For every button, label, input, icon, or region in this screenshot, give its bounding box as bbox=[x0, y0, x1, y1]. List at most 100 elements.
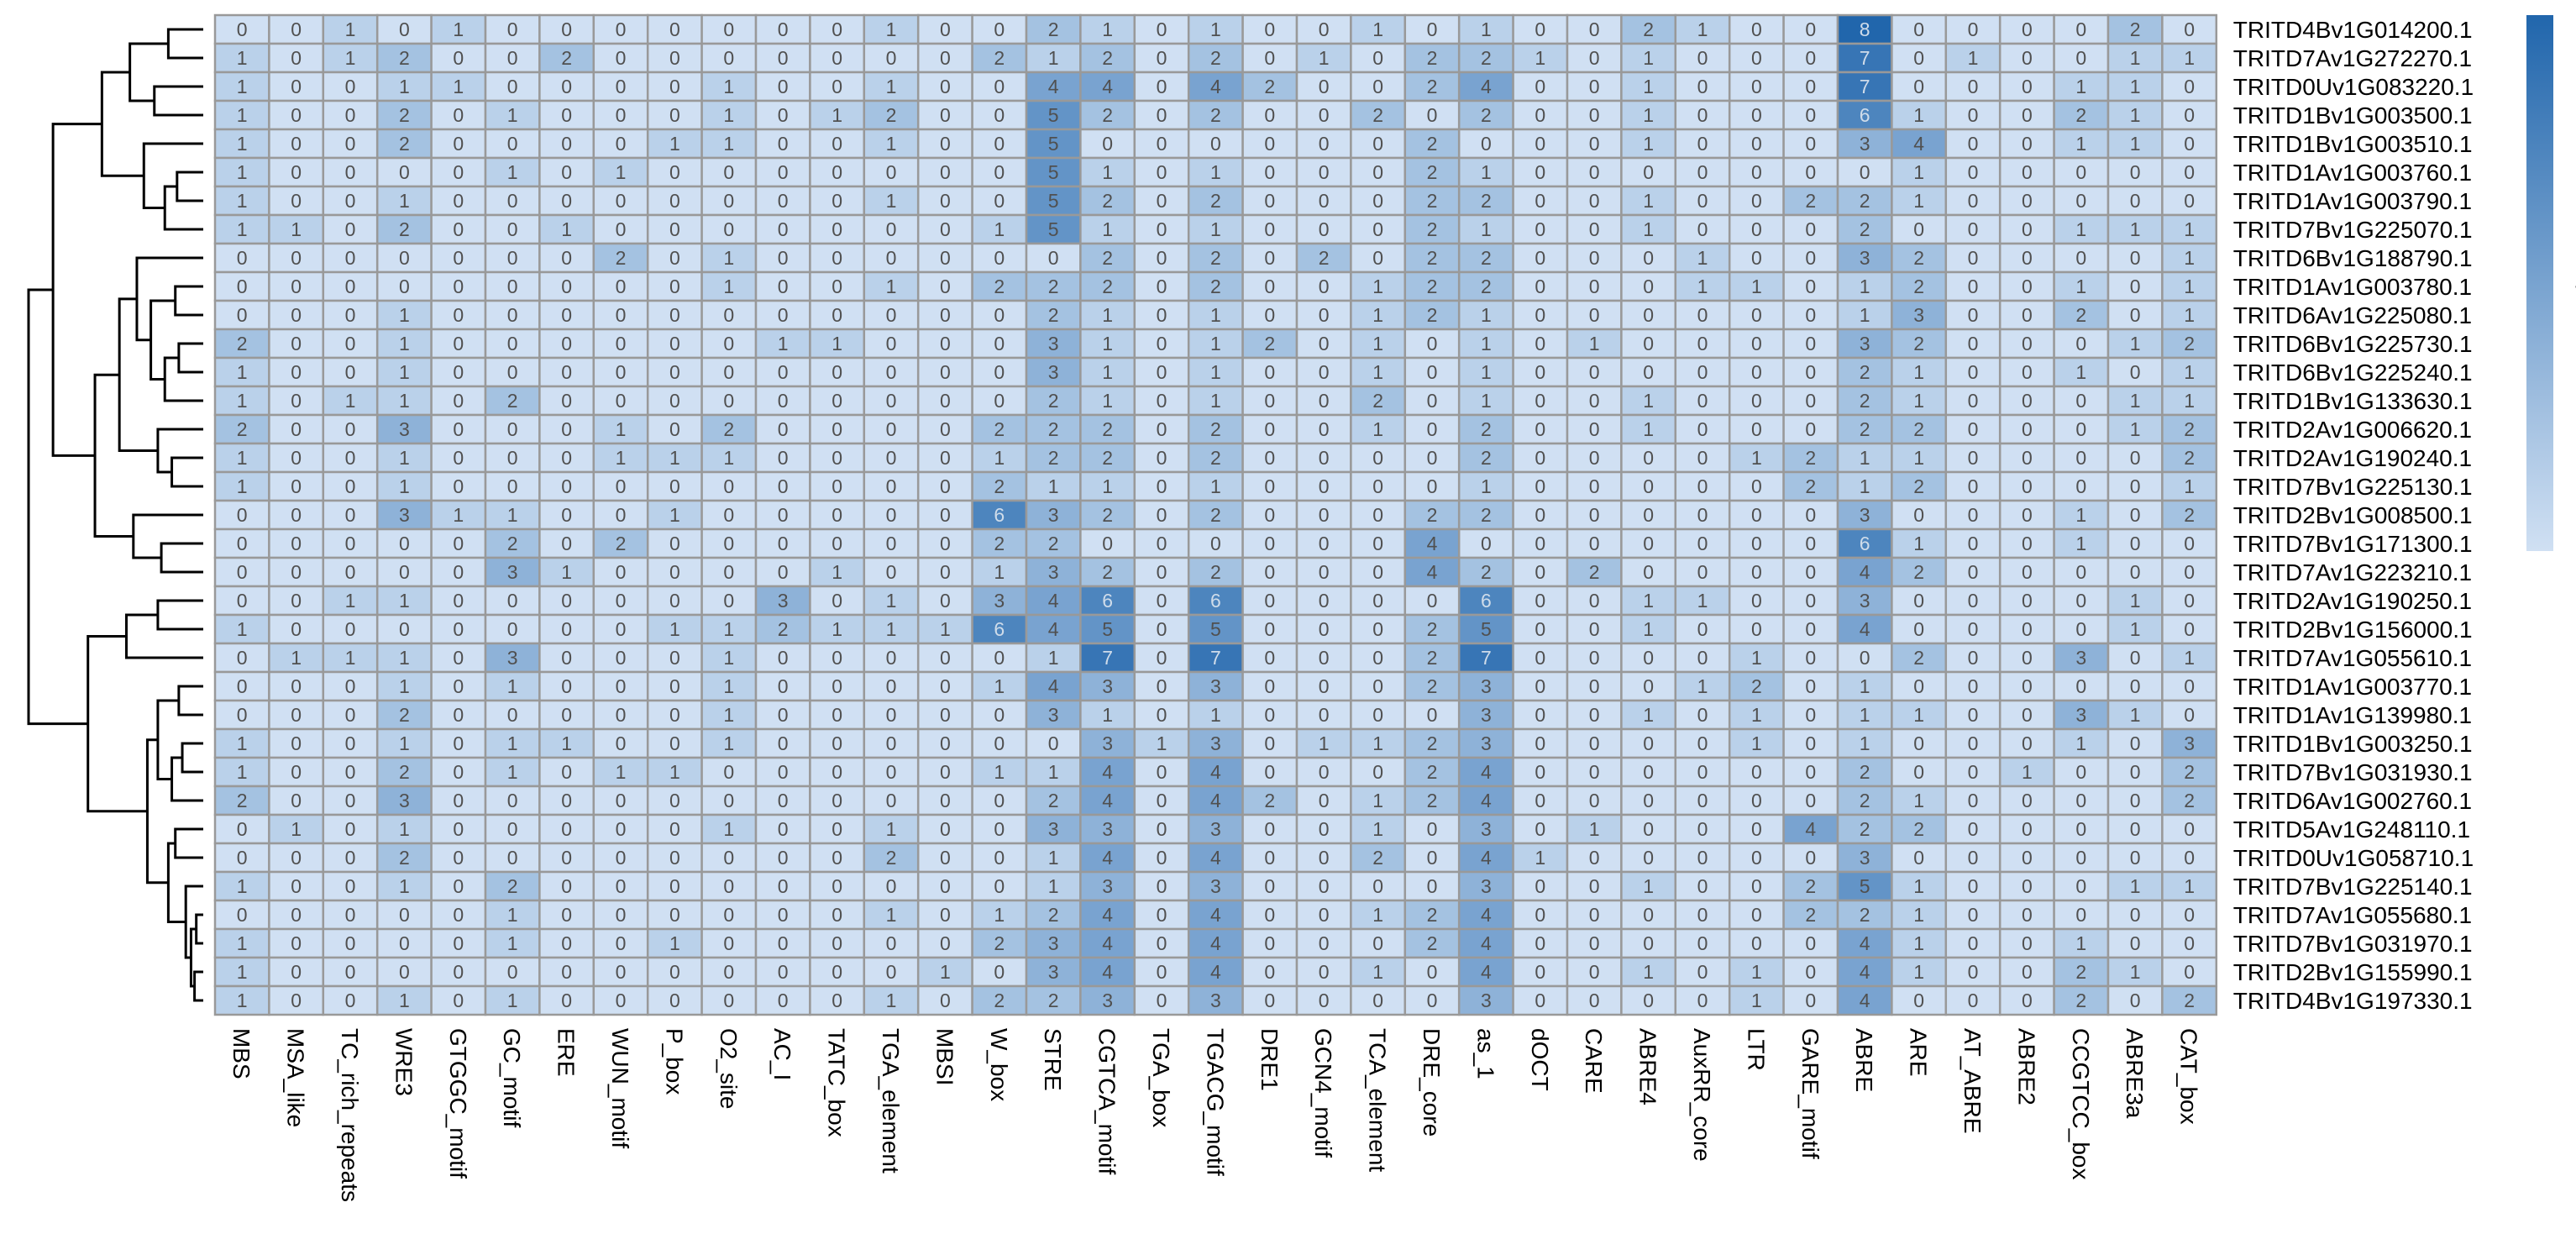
cell-value-label: 2 bbox=[994, 276, 1005, 297]
cell-value-label: 0 bbox=[994, 247, 1005, 269]
cell-value-label: 0 bbox=[453, 418, 464, 440]
cell-value-label: 0 bbox=[1157, 76, 1167, 97]
cell-value-label: 1 bbox=[1372, 904, 1383, 926]
cell-value-label: 0 bbox=[1589, 790, 1600, 811]
cell-value-label: 0 bbox=[2022, 847, 2033, 869]
cell-value-label: 0 bbox=[1643, 161, 1654, 183]
heatmap-cell bbox=[1512, 185, 1569, 217]
dendrogram-branch bbox=[100, 71, 144, 177]
cell-value-label: 0 bbox=[1589, 675, 1600, 697]
cell-value-label: 0 bbox=[1319, 190, 1330, 212]
cell-value-label: 0 bbox=[832, 704, 842, 726]
cell-value-label: 0 bbox=[1805, 104, 1816, 126]
cell-value-label: 3 bbox=[778, 590, 789, 612]
cell-value-label: 0 bbox=[399, 18, 410, 40]
cell-value-label: 0 bbox=[1751, 761, 1762, 783]
cell-value-label: 0 bbox=[2022, 961, 2033, 983]
column-label: AT_ABRE bbox=[1960, 1028, 1986, 1134]
heatmap-cell bbox=[1836, 356, 1893, 388]
cell-value-label: 0 bbox=[2130, 276, 2141, 297]
cell-value-label: 3 bbox=[1481, 732, 1492, 754]
cell-value-label: 0 bbox=[1535, 475, 1545, 497]
cell-value-label: 0 bbox=[1319, 276, 1330, 297]
cell-value-label: 0 bbox=[2130, 818, 2141, 840]
cell-value-label: 0 bbox=[2075, 18, 2086, 40]
cell-value-label: 5 bbox=[1048, 161, 1059, 183]
cell-value-label: 1 bbox=[1913, 533, 1924, 554]
cell-value-label: 0 bbox=[2022, 561, 2033, 583]
cell-value-label: 0 bbox=[616, 333, 627, 354]
heatmap-cell bbox=[430, 442, 487, 474]
cell-value-label: 0 bbox=[1157, 618, 1167, 640]
cell-value-label: 1 bbox=[1913, 447, 1924, 469]
cell-value-label: 0 bbox=[507, 961, 518, 983]
cell-value-label: 0 bbox=[1319, 504, 1330, 526]
cell-value-label: 0 bbox=[616, 18, 627, 40]
heatmap-cell bbox=[484, 413, 541, 445]
cell-value-label: 4 bbox=[1210, 847, 1221, 869]
cell-value-label: 2 bbox=[1048, 447, 1059, 469]
cell-value-label: 0 bbox=[1048, 247, 1059, 269]
cell-value-label: 0 bbox=[1968, 790, 1979, 811]
cell-value-label: 0 bbox=[2022, 76, 2033, 97]
cell-value-label: 5 bbox=[1048, 190, 1059, 212]
cell-value-label: 0 bbox=[1157, 333, 1167, 354]
cell-value-label: 0 bbox=[453, 276, 464, 297]
cell-value-label: 1 bbox=[1319, 732, 1330, 754]
cell-value-label: 1 bbox=[237, 104, 248, 126]
cell-value-label: 0 bbox=[1751, 475, 1762, 497]
cell-value-label: 3 bbox=[1102, 675, 1113, 697]
cell-value-label: 2 bbox=[1048, 533, 1059, 554]
cell-value-label: 0 bbox=[723, 990, 734, 1011]
cell-value-label: 1 bbox=[1751, 704, 1762, 726]
heatmap-cell bbox=[809, 385, 866, 417]
cell-value-label: 0 bbox=[2075, 190, 2086, 212]
cell-value-label: 2 bbox=[399, 104, 410, 126]
cell-value-label: 0 bbox=[237, 561, 248, 583]
cell-value-label: 0 bbox=[723, 533, 734, 554]
cell-value-label: 0 bbox=[778, 504, 789, 526]
cell-value-label: 0 bbox=[669, 561, 680, 583]
cell-value-label: 0 bbox=[669, 475, 680, 497]
cell-value-label: 6 bbox=[994, 618, 1005, 640]
cell-value-label: 0 bbox=[669, 361, 680, 383]
cell-value-label: 0 bbox=[561, 875, 572, 897]
cell-value-label: 4 bbox=[1102, 932, 1113, 954]
cell-value-label: 1 bbox=[886, 818, 897, 840]
cell-value-label: 0 bbox=[778, 647, 789, 669]
cell-value-label: 0 bbox=[1805, 561, 1816, 583]
cell-value-label: 0 bbox=[345, 475, 356, 497]
cell-value-label: 1 bbox=[1643, 961, 1654, 983]
cell-value-label: 0 bbox=[616, 590, 627, 612]
cell-value-label: 4 bbox=[1860, 561, 1870, 583]
cell-value-label: 0 bbox=[2075, 390, 2086, 412]
cell-value-label: 2 bbox=[1048, 790, 1059, 811]
cell-value-label: 2 bbox=[1210, 104, 1221, 126]
cell-value-label: 0 bbox=[237, 18, 248, 40]
cell-value-label: 0 bbox=[994, 847, 1005, 869]
cell-value-label: 0 bbox=[940, 361, 951, 383]
cell-value-label: 1 bbox=[1372, 790, 1383, 811]
cell-value-label: 0 bbox=[1319, 618, 1330, 640]
cell-value-label: 0 bbox=[616, 475, 627, 497]
cell-value-label: 0 bbox=[616, 133, 627, 155]
cell-value-label: 0 bbox=[2130, 247, 2141, 269]
cell-value-label: 1 bbox=[291, 818, 302, 840]
cell-value-label: 1 bbox=[1102, 475, 1113, 497]
cell-value-label: 0 bbox=[2022, 732, 2033, 754]
cell-value-label: 3 bbox=[1210, 875, 1221, 897]
cell-value-label: 0 bbox=[940, 190, 951, 212]
heatmap-cell bbox=[1187, 385, 1244, 417]
dendrogram-branch bbox=[176, 171, 203, 202]
cell-value-label: 2 bbox=[723, 418, 734, 440]
cell-value-label: 1 bbox=[1643, 618, 1654, 640]
cell-value-label: 2 bbox=[1481, 190, 1492, 212]
cell-value-label: 0 bbox=[1913, 504, 1924, 526]
cell-value-label: 1 bbox=[723, 732, 734, 754]
cell-value-label: 0 bbox=[237, 675, 248, 697]
cell-value-label: 0 bbox=[2130, 161, 2141, 183]
cell-value-label: 0 bbox=[778, 47, 789, 69]
cell-value-label: 0 bbox=[453, 590, 464, 612]
cell-value-label: 0 bbox=[994, 304, 1005, 326]
cell-value-label: 0 bbox=[1589, 218, 1600, 240]
